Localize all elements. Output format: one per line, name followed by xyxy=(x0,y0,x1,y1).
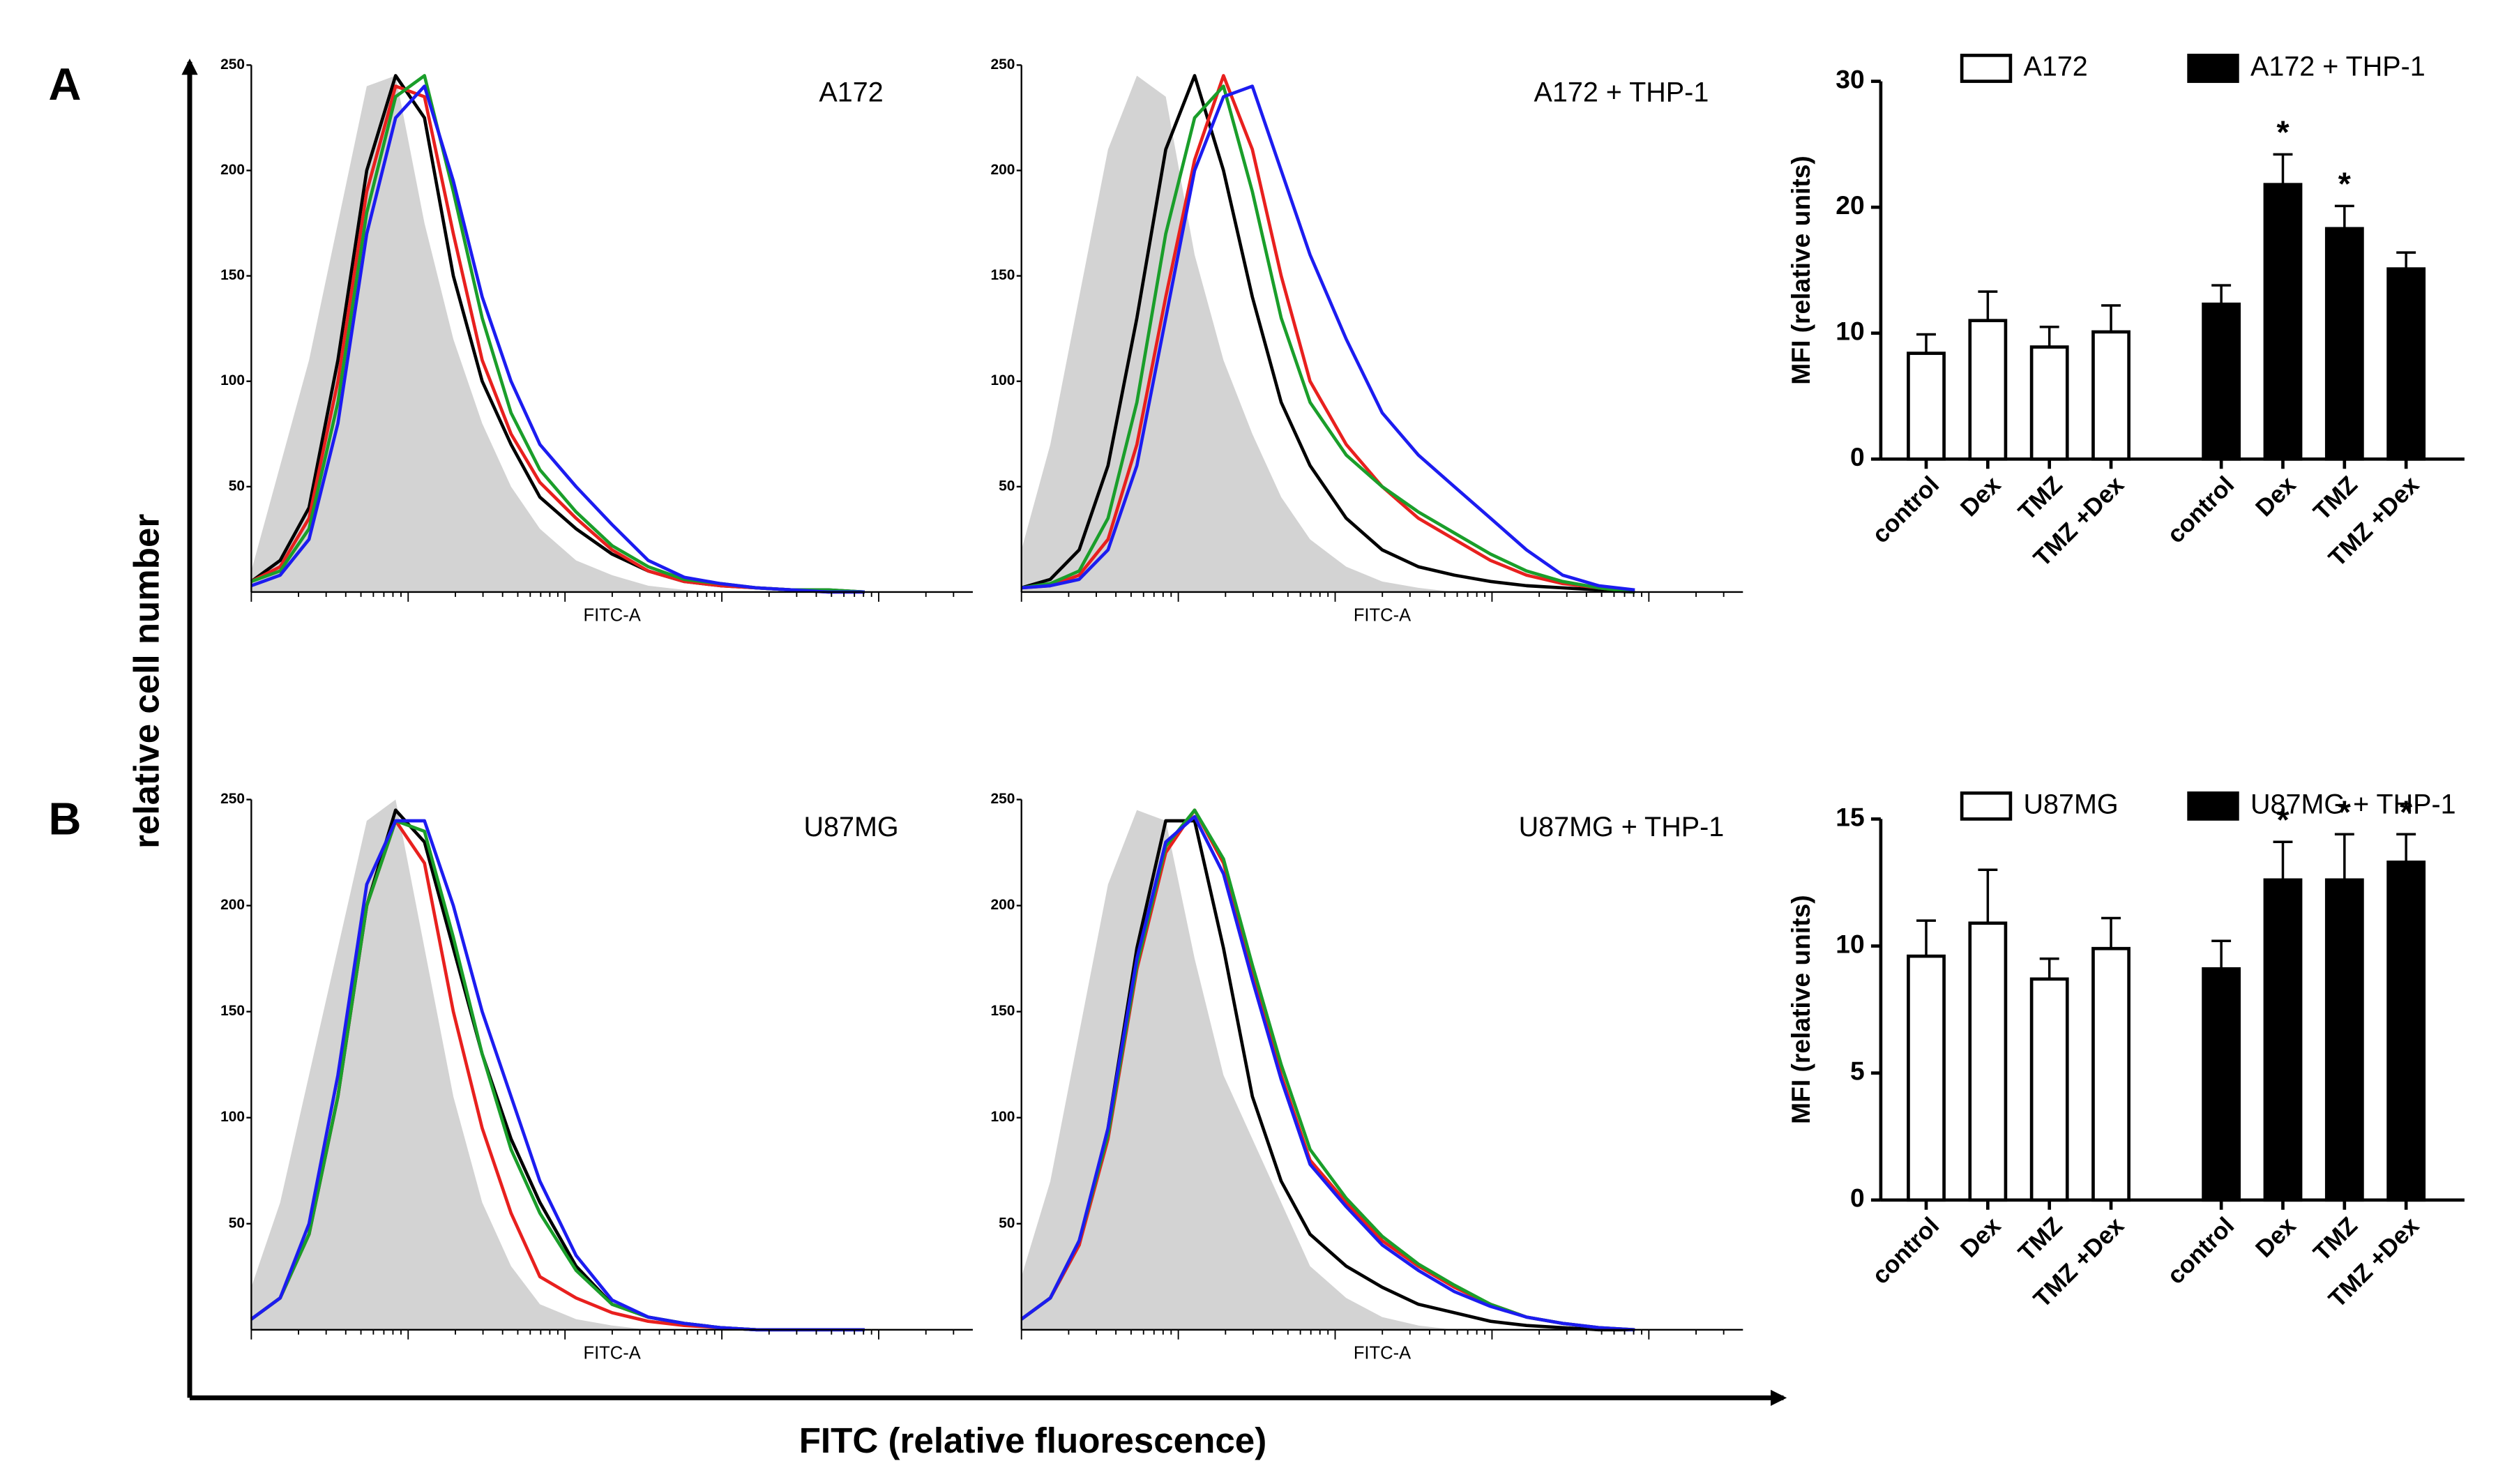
histogram-line xyxy=(1020,815,1635,1332)
x-tick-label: control xyxy=(2162,1212,2239,1289)
x-tick-label: TMZ xyxy=(2013,471,2068,525)
x-axis-label: FITC-A xyxy=(583,606,640,626)
legend-label: A172 xyxy=(2023,51,2087,82)
bar xyxy=(1968,921,2008,1202)
significance-star: * xyxy=(2338,794,2352,831)
bar xyxy=(2029,345,2069,461)
legend-label: U87MG xyxy=(2023,789,2118,819)
y-tick-label: 200 xyxy=(220,897,245,913)
y-tick-label: 50 xyxy=(229,1215,245,1231)
y-tick-label: 0 xyxy=(1850,442,1865,471)
histogram-line xyxy=(1021,74,1635,594)
panel-title: U87MG + THP-1 xyxy=(1519,812,1725,842)
x-tick-label: TMZ xyxy=(2013,1212,2068,1266)
x-tick-label: Dex xyxy=(1955,1212,2006,1263)
x-tick-label: Dex xyxy=(1955,471,2006,522)
y-tick-label: 20 xyxy=(1836,190,1864,220)
y-tick-label: 150 xyxy=(991,267,1015,283)
y-tick-label: 200 xyxy=(991,162,1015,178)
y-tick-label: 100 xyxy=(220,372,245,388)
y-tick-label: 150 xyxy=(220,267,245,283)
histogram-area xyxy=(1021,75,1635,592)
x-tick-label: control xyxy=(1867,1212,1944,1289)
bar xyxy=(1907,351,1946,461)
legend-swatch xyxy=(1960,54,2013,83)
y-tick-label: 10 xyxy=(1836,929,1864,958)
x-tick-label: TMZ xyxy=(2308,471,2363,525)
panel-title: A172 xyxy=(819,77,883,108)
panel-title: A172 + THP-1 xyxy=(1534,77,1709,108)
significance-star: * xyxy=(2276,114,2290,151)
y-tick-label: 0 xyxy=(1850,1183,1865,1213)
bar xyxy=(2386,267,2426,461)
histogram-area xyxy=(251,799,865,1330)
y-tick-label: 100 xyxy=(991,1109,1015,1125)
bar xyxy=(1968,319,2008,461)
y-axis-label: MFI (relative units) xyxy=(1786,156,1815,385)
y-tick-label: 200 xyxy=(220,162,245,178)
x-axis-title: FITC (relative fluorescence) xyxy=(799,1421,1267,1460)
legend-label: U87MG + THP-1 xyxy=(2250,789,2456,819)
y-tick-label: 200 xyxy=(991,897,1015,913)
legend-swatch xyxy=(2187,791,2239,821)
legend-swatch xyxy=(2187,54,2239,83)
histogram-line xyxy=(1021,74,1635,594)
y-tick-label: 250 xyxy=(991,56,1015,73)
bar xyxy=(2091,330,2131,461)
y-tick-label: 50 xyxy=(999,1215,1015,1231)
y-tick-label: 150 xyxy=(991,1003,1015,1019)
x-axis-label: FITC-A xyxy=(1354,1343,1411,1363)
x-tick-label: control xyxy=(2162,471,2239,548)
y-tick-label: 250 xyxy=(991,791,1015,807)
y-axis-label: MFI (relative units) xyxy=(1786,895,1815,1124)
panel-letter: B xyxy=(48,793,81,844)
bar xyxy=(2202,302,2241,461)
y-tick-label: 100 xyxy=(220,1109,245,1125)
y-tick-label: 250 xyxy=(220,791,245,807)
y-tick-label: 30 xyxy=(1836,64,1864,93)
histogram-area xyxy=(251,75,865,592)
y-tick-label: 150 xyxy=(220,1003,245,1019)
histogram-line xyxy=(1021,84,1635,594)
x-axis-label: FITC-A xyxy=(583,1343,640,1363)
x-tick-label: control xyxy=(1867,471,1944,548)
x-tick-label: TMZ xyxy=(2308,1212,2363,1266)
bar xyxy=(2263,878,2303,1202)
significance-star: * xyxy=(2400,794,2413,831)
bar xyxy=(2202,967,2241,1202)
y-tick-label: 100 xyxy=(991,372,1015,388)
bar xyxy=(2386,861,2426,1202)
bar xyxy=(2091,946,2131,1202)
significance-star: * xyxy=(2338,166,2352,202)
histogram-area xyxy=(1021,810,1635,1330)
x-tick-label: Dex xyxy=(2250,1212,2301,1263)
panel-title: U87MG xyxy=(804,812,899,842)
y-tick-label: 5 xyxy=(1850,1056,1865,1085)
y-tick-label: 15 xyxy=(1836,802,1864,831)
y-tick-label: 10 xyxy=(1836,317,1864,346)
bar xyxy=(2263,183,2303,461)
legend-swatch xyxy=(1960,791,2013,821)
bar xyxy=(2029,977,2069,1202)
bar xyxy=(2324,227,2364,461)
y-axis-title: relative cell number xyxy=(126,514,166,849)
significance-star: * xyxy=(2276,802,2290,838)
histogram-line xyxy=(250,84,865,594)
bar xyxy=(1907,954,1946,1202)
x-axis-label: FITC-A xyxy=(1354,606,1411,626)
legend-label: A172 + THP-1 xyxy=(2250,51,2425,82)
y-tick-label: 50 xyxy=(229,478,245,494)
panel-letter: A xyxy=(48,59,81,109)
y-tick-label: 250 xyxy=(220,56,245,73)
x-tick-label: Dex xyxy=(2250,471,2301,522)
y-tick-label: 50 xyxy=(999,478,1015,494)
bar xyxy=(2324,878,2364,1202)
histogram-line xyxy=(1021,84,1635,592)
